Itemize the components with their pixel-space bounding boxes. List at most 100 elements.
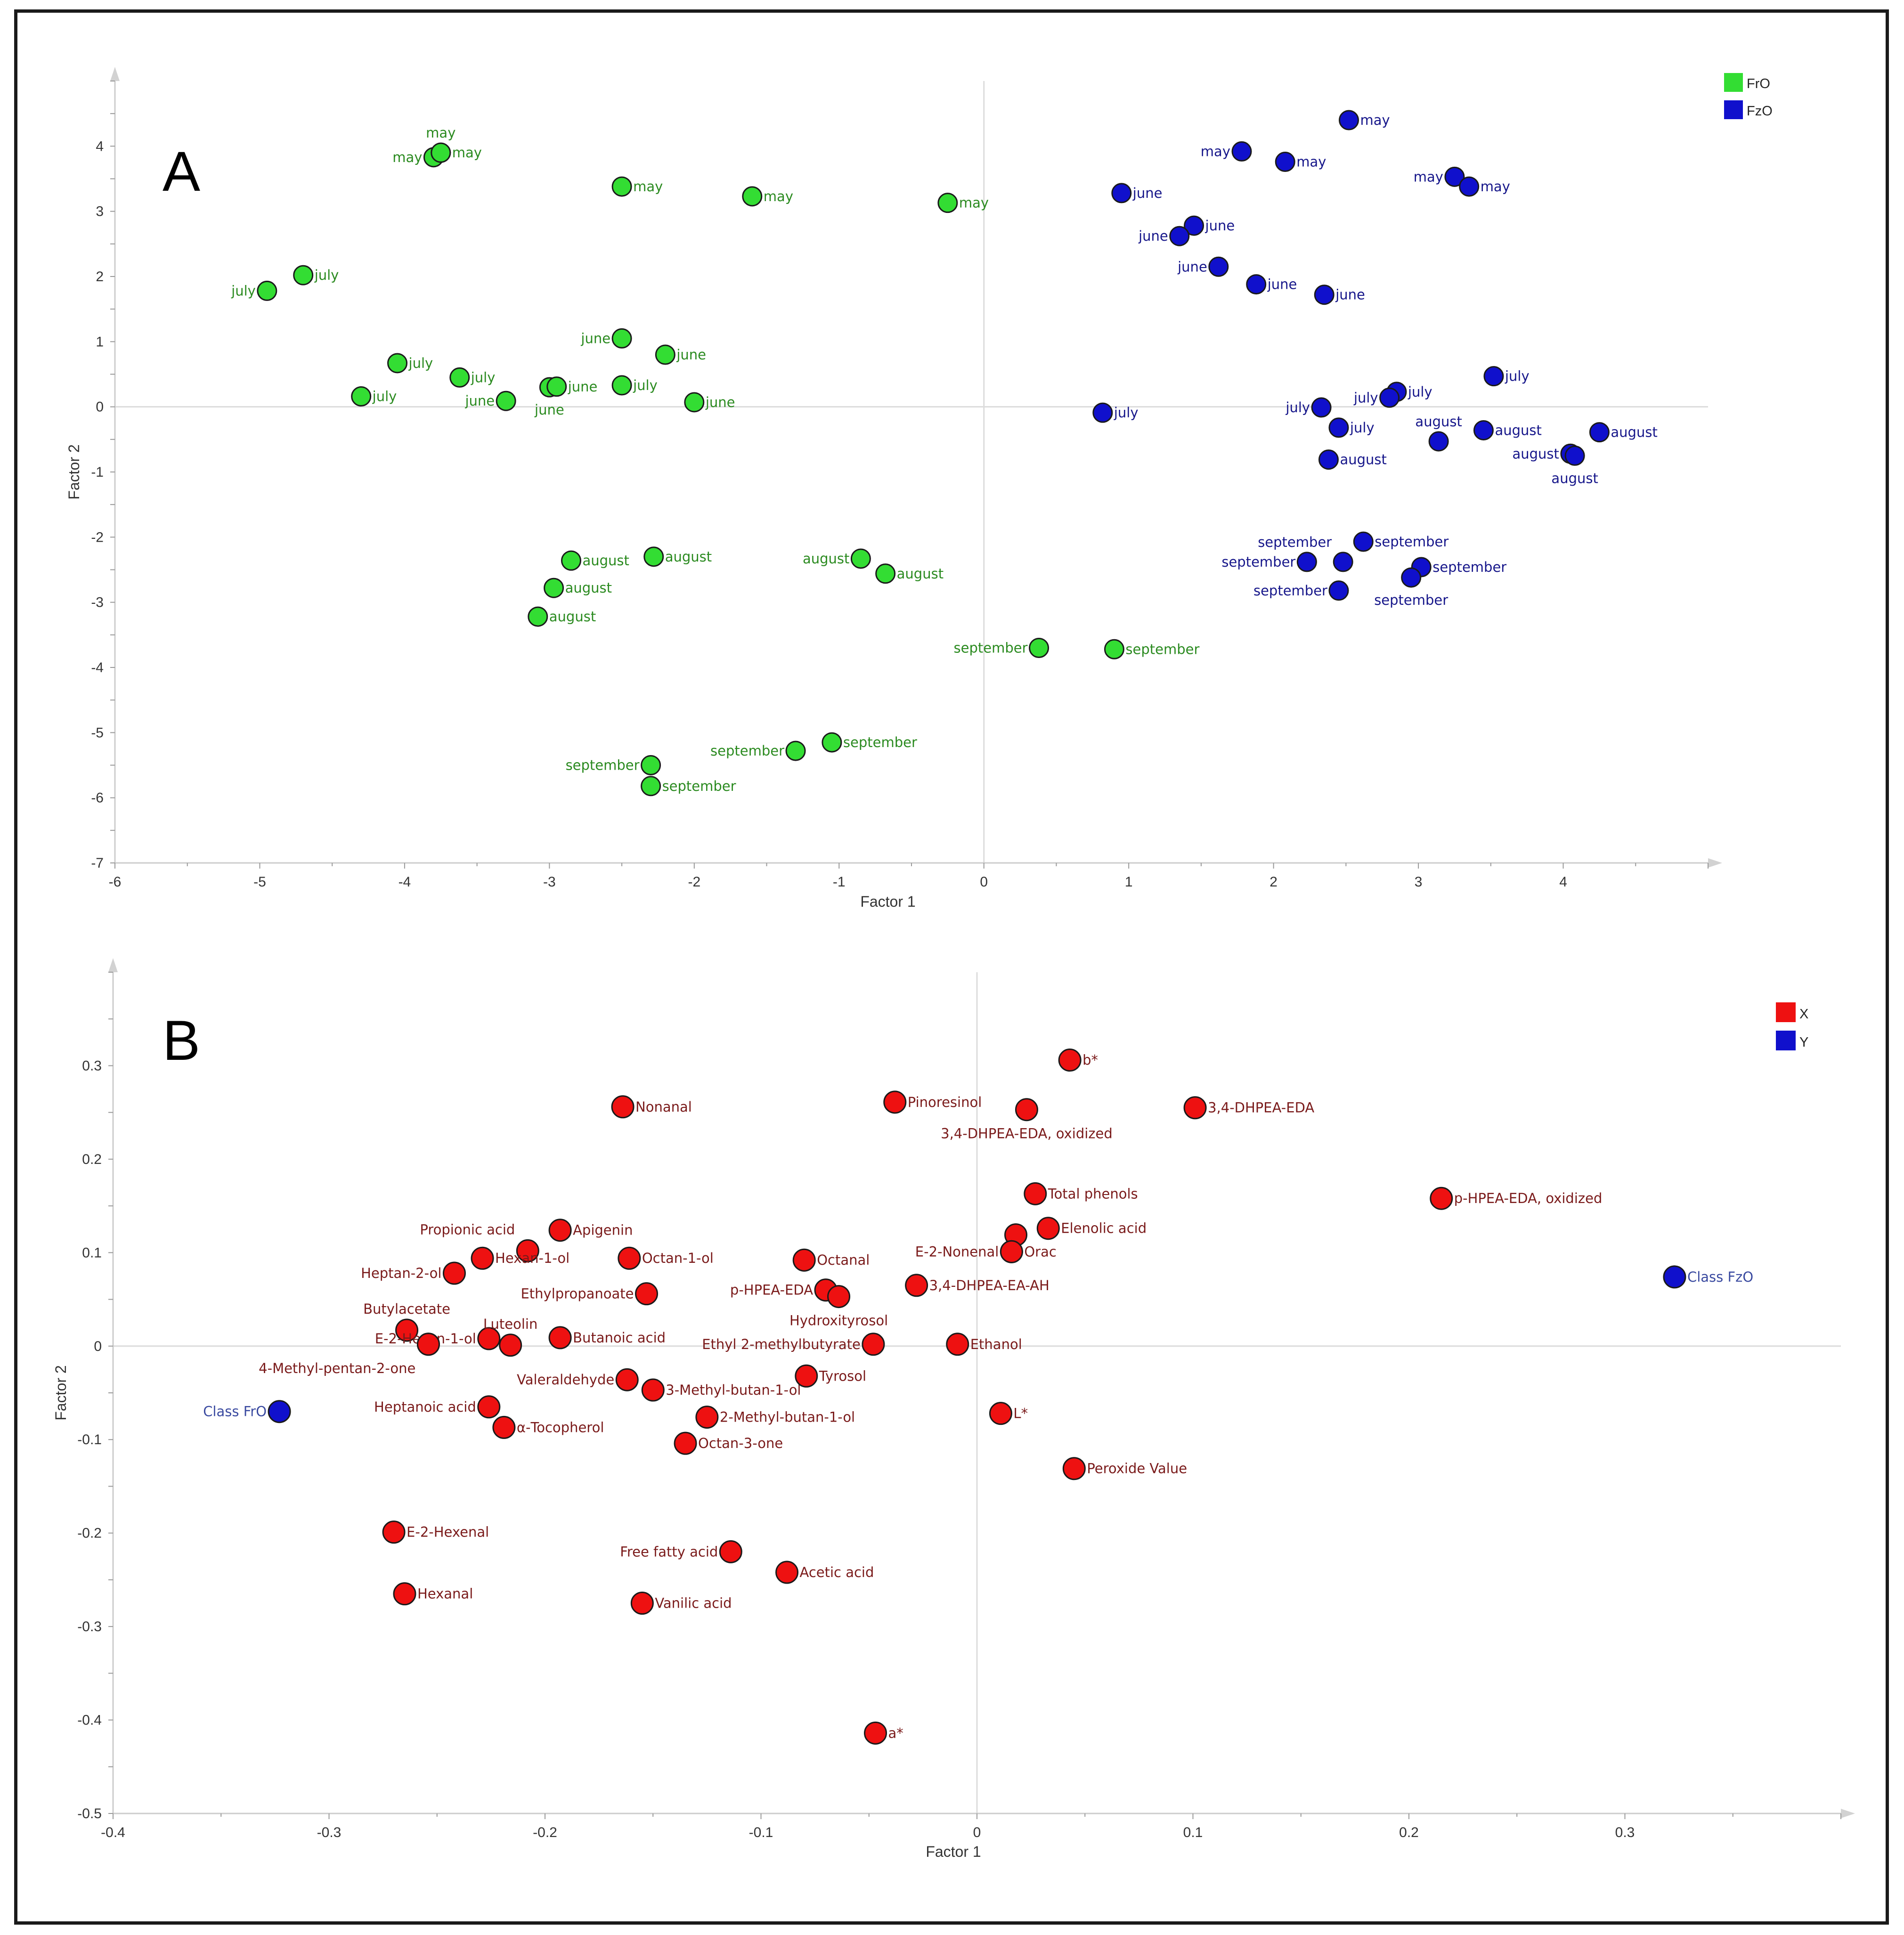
pb-point-X — [477, 1395, 501, 1419]
pa-y-tick-label: -7 — [91, 855, 104, 871]
pa-point-label: july — [633, 377, 658, 393]
pb-y-axis-label: Factor 2 — [52, 1365, 69, 1420]
pb-point-X — [516, 1239, 539, 1262]
pb-point-label: Hydroxityrosol — [789, 1313, 888, 1329]
pa-y-tick-label: 0 — [96, 399, 104, 415]
pb-point-label: p-HPEA-EDA — [730, 1282, 813, 1298]
pa-point-label: may — [1414, 169, 1443, 185]
pa-point-label: may — [452, 145, 482, 161]
pb-point-X — [548, 1326, 572, 1350]
pb-point-label: a* — [888, 1725, 903, 1741]
pb-point-label: Butanoic acid — [573, 1330, 666, 1346]
pa-point-label: august — [1415, 414, 1462, 430]
pa-point-FzO — [1311, 397, 1332, 418]
pa-point-FzO — [1333, 552, 1353, 572]
pa-point-label: september — [662, 778, 736, 794]
pb-point-X — [618, 1246, 641, 1270]
pb-point-label: Total phenols — [1048, 1186, 1138, 1202]
pa-point-FzO — [1428, 431, 1449, 452]
pa-point-FzO — [1353, 531, 1374, 552]
pa-point-FzO — [1564, 445, 1585, 466]
pb-point-X — [946, 1333, 969, 1356]
pb-point-label: Pinoresinol — [908, 1094, 982, 1110]
pa-point-label: september — [1432, 559, 1506, 575]
pa-y-tick-label: -1 — [91, 464, 104, 480]
pa-point-FzO — [1328, 417, 1349, 438]
pb-point-X — [615, 1368, 639, 1391]
pb-point-X — [416, 1333, 440, 1356]
pb-point-Y — [268, 1400, 291, 1423]
pa-point-FzO — [1328, 580, 1349, 601]
pb-x-tick-label: 0.2 — [1399, 1825, 1419, 1840]
pa-point-label: august — [582, 553, 629, 569]
pa-point-label: june — [1138, 228, 1168, 244]
pb-point-X — [395, 1318, 419, 1342]
pb-x-tick-label: -0.4 — [101, 1825, 125, 1840]
pa-legend-swatch — [1724, 73, 1743, 92]
pb-point-X — [442, 1261, 466, 1285]
pb-point-X — [862, 1333, 885, 1356]
pa-point-label: august — [803, 551, 849, 567]
pb-point-X — [641, 1378, 665, 1402]
pb-point-label: Acetic acid — [800, 1564, 874, 1580]
pb-legend-swatch — [1776, 1002, 1796, 1022]
pb-point-X — [864, 1721, 887, 1745]
pb-point-label: 3-Methyl-butan-1-ol — [666, 1382, 801, 1398]
pa-point-FrO — [528, 606, 548, 627]
pa-y-tick-label: -4 — [91, 660, 104, 675]
pa-point-label: september — [710, 743, 784, 759]
pa-x-axis-arrow — [1708, 858, 1722, 868]
pb-point-X — [792, 1248, 816, 1272]
pa-point-FzO — [1169, 226, 1190, 246]
panel-label-b: B — [163, 1009, 200, 1072]
pa-point-FzO — [1296, 552, 1317, 572]
pb-y-tick-label: 0 — [94, 1339, 102, 1354]
pa-x-tick-label: 4 — [1559, 874, 1567, 890]
pa-point-FrO — [742, 186, 763, 207]
pb-point-label: Ethylpropanoate — [521, 1286, 634, 1302]
pa-point-label: may — [426, 125, 456, 141]
pa-point-FrO — [546, 376, 567, 397]
pa-x-tick-label: -5 — [253, 874, 266, 890]
pb-y-tick-label: 0.2 — [82, 1152, 102, 1167]
pa-point-label: june — [568, 379, 598, 395]
pb-point-X — [1000, 1240, 1023, 1263]
pa-point-label: september — [1125, 641, 1199, 657]
pb-point-label: Heptanoic acid — [374, 1399, 476, 1415]
pa-point-FrO — [641, 776, 661, 797]
pb-point-label: Octan-1-ol — [642, 1250, 714, 1266]
pb-point-label: Nonanal — [635, 1099, 692, 1115]
pa-point-FrO — [561, 550, 581, 571]
pb-point-X — [1015, 1098, 1038, 1122]
pb-point-X — [695, 1406, 719, 1429]
pb-y-tick-label: 0.1 — [82, 1245, 102, 1260]
pb-x-axis-label: Factor 1 — [926, 1843, 981, 1860]
pa-point-label: july — [408, 355, 433, 371]
pb-point-label: Free fatty acid — [620, 1544, 718, 1560]
pa-point-FrO — [611, 176, 632, 197]
pa-point-FrO — [641, 755, 661, 775]
pa-point-label: may — [1296, 154, 1326, 170]
pb-y-tick-label: -0.3 — [77, 1619, 102, 1634]
pa-point-FzO — [1483, 366, 1504, 387]
pb-point-X — [492, 1415, 516, 1439]
pa-point-FrO — [1104, 639, 1124, 659]
pb-point-label: Ethyl 2-methylbutyrate — [702, 1336, 861, 1352]
pb-point-label: Elenolic acid — [1061, 1220, 1147, 1236]
pb-point-label: 4-Methyl-pentan-2-one — [259, 1360, 415, 1376]
pa-point-FrO — [850, 548, 871, 569]
pa-point-FzO — [1318, 449, 1339, 470]
pb-point-X — [611, 1095, 635, 1119]
pb-point-label: Apigenin — [573, 1222, 633, 1238]
pb-y-tick-label: -0.5 — [77, 1806, 102, 1821]
pa-point-FzO — [1339, 110, 1359, 130]
pa-point-label: june — [1335, 287, 1365, 303]
pb-point-label: Hexan-1-ol — [495, 1250, 570, 1266]
pa-point-FzO — [1401, 567, 1422, 588]
pa-point-label: august — [1611, 424, 1657, 440]
pa-point-FrO — [449, 367, 470, 388]
pb-point-label: 2-Methyl-butan-1-ol — [720, 1409, 855, 1425]
pa-point-FrO — [684, 392, 705, 413]
pa-legend-swatch — [1724, 100, 1743, 119]
